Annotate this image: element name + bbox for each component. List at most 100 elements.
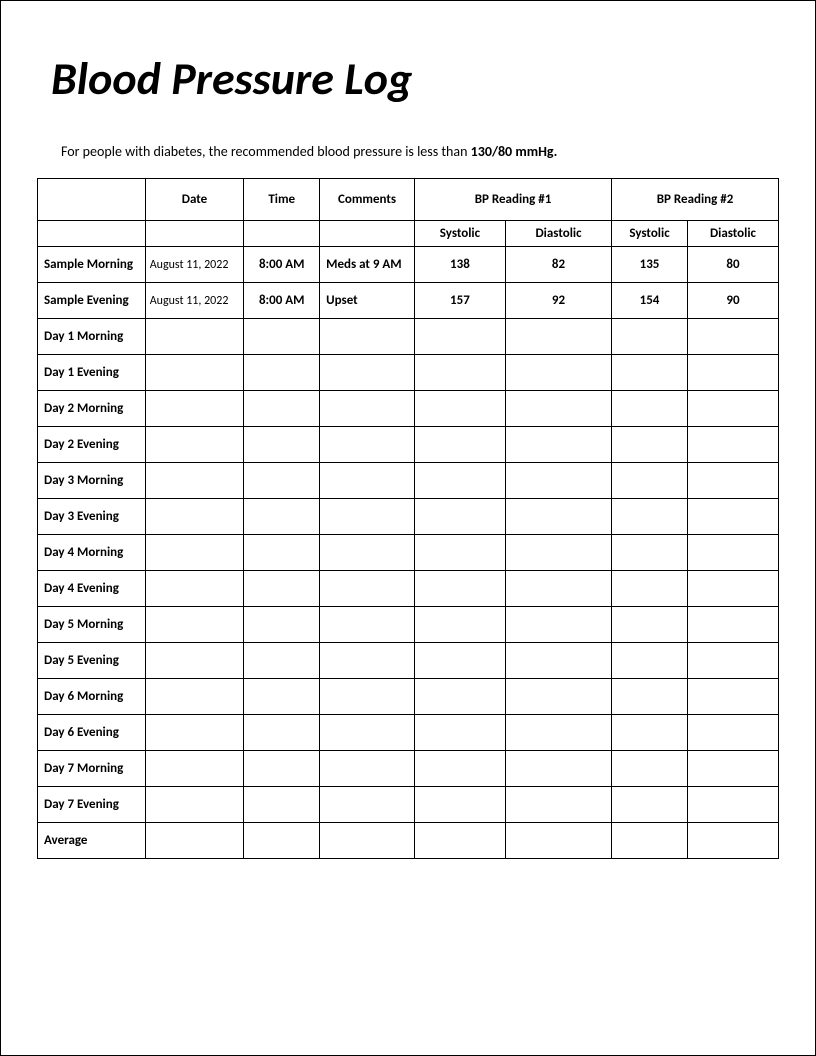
th-sub-time bbox=[244, 221, 320, 247]
cell-label: Day 2 Morning bbox=[38, 391, 146, 427]
table-body: Sample Morning August 11, 20228:00 AMMed… bbox=[38, 247, 779, 859]
cell-comment bbox=[320, 463, 415, 499]
cell-time bbox=[244, 643, 320, 679]
th-comments: Comments bbox=[320, 179, 415, 221]
table-row: Day 2 Evening bbox=[38, 427, 779, 463]
cell-diastolic-1 bbox=[505, 427, 611, 463]
cell-systolic-1 bbox=[414, 787, 505, 823]
cell-time bbox=[244, 607, 320, 643]
cell-diastolic-1: 92 bbox=[505, 283, 611, 319]
cell-diastolic-1 bbox=[505, 535, 611, 571]
cell-label: Sample Morning bbox=[38, 247, 146, 283]
cell-diastolic-2 bbox=[687, 571, 778, 607]
cell-time bbox=[244, 679, 320, 715]
cell-systolic-1 bbox=[414, 427, 505, 463]
th-bp2: BP Reading #2 bbox=[612, 179, 779, 221]
cell-diastolic-2 bbox=[687, 679, 778, 715]
cell-diastolic-1 bbox=[505, 319, 611, 355]
cell-date bbox=[145, 751, 244, 787]
th-bp1: BP Reading #1 bbox=[414, 179, 611, 221]
table-row: Average bbox=[38, 823, 779, 859]
table-row: Day 1 Evening bbox=[38, 355, 779, 391]
cell-comment bbox=[320, 427, 415, 463]
cell-comment bbox=[320, 535, 415, 571]
cell-date: August 11, 2022 bbox=[145, 283, 244, 319]
cell-diastolic-1 bbox=[505, 571, 611, 607]
cell-systolic-2 bbox=[612, 463, 688, 499]
th-sub-comments bbox=[320, 221, 415, 247]
table-row: Day 3 Morning bbox=[38, 463, 779, 499]
table-row: Day 4 Evening bbox=[38, 571, 779, 607]
cell-comment: Upset bbox=[320, 283, 415, 319]
table-header-row-1: Date Time Comments BP Reading #1 BP Read… bbox=[38, 179, 779, 221]
cell-systolic-2: 135 bbox=[612, 247, 688, 283]
cell-systolic-1 bbox=[414, 679, 505, 715]
cell-systolic-1 bbox=[414, 643, 505, 679]
cell-systolic-1 bbox=[414, 607, 505, 643]
cell-diastolic-2 bbox=[687, 643, 778, 679]
cell-diastolic-2 bbox=[687, 499, 778, 535]
cell-date: August 11, 2022 bbox=[145, 247, 244, 283]
cell-label: Day 7 Evening bbox=[38, 787, 146, 823]
cell-comment bbox=[320, 571, 415, 607]
cell-label: Day 2 Evening bbox=[38, 427, 146, 463]
cell-diastolic-2 bbox=[687, 751, 778, 787]
th-sub-date bbox=[145, 221, 244, 247]
cell-time bbox=[244, 355, 320, 391]
cell-label: Day 6 Evening bbox=[38, 715, 146, 751]
cell-date bbox=[145, 679, 244, 715]
cell-systolic-1 bbox=[414, 463, 505, 499]
cell-diastolic-1 bbox=[505, 787, 611, 823]
cell-systolic-1 bbox=[414, 355, 505, 391]
table-row: Sample Morning August 11, 20228:00 AMMed… bbox=[38, 247, 779, 283]
cell-systolic-1 bbox=[414, 715, 505, 751]
cell-diastolic-1: 82 bbox=[505, 247, 611, 283]
th-label bbox=[38, 179, 146, 221]
subtitle: For people with diabetes, the recommende… bbox=[61, 143, 779, 160]
cell-label: Day 3 Morning bbox=[38, 463, 146, 499]
cell-diastolic-1 bbox=[505, 643, 611, 679]
cell-label: Day 7 Morning bbox=[38, 751, 146, 787]
table-row: Day 7 Evening bbox=[38, 787, 779, 823]
cell-date bbox=[145, 787, 244, 823]
cell-date bbox=[145, 499, 244, 535]
cell-date bbox=[145, 355, 244, 391]
cell-systolic-2: 154 bbox=[612, 283, 688, 319]
cell-comment bbox=[320, 391, 415, 427]
cell-comment bbox=[320, 823, 415, 859]
cell-comment bbox=[320, 751, 415, 787]
cell-systolic-2 bbox=[612, 535, 688, 571]
cell-comment bbox=[320, 787, 415, 823]
cell-diastolic-2 bbox=[687, 823, 778, 859]
th-diastolic-1: Diastolic bbox=[505, 221, 611, 247]
table-row: Day 6 Evening bbox=[38, 715, 779, 751]
table-row: Day 3 Evening bbox=[38, 499, 779, 535]
cell-date bbox=[145, 607, 244, 643]
table-row: Day 5 Evening bbox=[38, 643, 779, 679]
cell-systolic-1 bbox=[414, 319, 505, 355]
cell-comment bbox=[320, 643, 415, 679]
cell-diastolic-2 bbox=[687, 607, 778, 643]
cell-label: Day 5 Morning bbox=[38, 607, 146, 643]
cell-comment: Meds at 9 AM bbox=[320, 247, 415, 283]
cell-systolic-2 bbox=[612, 571, 688, 607]
cell-date bbox=[145, 571, 244, 607]
cell-label: Sample Evening bbox=[38, 283, 146, 319]
cell-label: Day 1 Morning bbox=[38, 319, 146, 355]
cell-label: Day 3 Evening bbox=[38, 499, 146, 535]
cell-systolic-1 bbox=[414, 823, 505, 859]
cell-date bbox=[145, 391, 244, 427]
cell-time bbox=[244, 715, 320, 751]
cell-time bbox=[244, 463, 320, 499]
cell-date bbox=[145, 319, 244, 355]
cell-comment bbox=[320, 715, 415, 751]
cell-date bbox=[145, 715, 244, 751]
table-row: Day 1 Morning bbox=[38, 319, 779, 355]
cell-systolic-2 bbox=[612, 355, 688, 391]
cell-diastolic-2 bbox=[687, 535, 778, 571]
cell-diastolic-2 bbox=[687, 715, 778, 751]
cell-systolic-1: 138 bbox=[414, 247, 505, 283]
cell-systolic-1 bbox=[414, 535, 505, 571]
th-date: Date bbox=[145, 179, 244, 221]
cell-comment bbox=[320, 499, 415, 535]
